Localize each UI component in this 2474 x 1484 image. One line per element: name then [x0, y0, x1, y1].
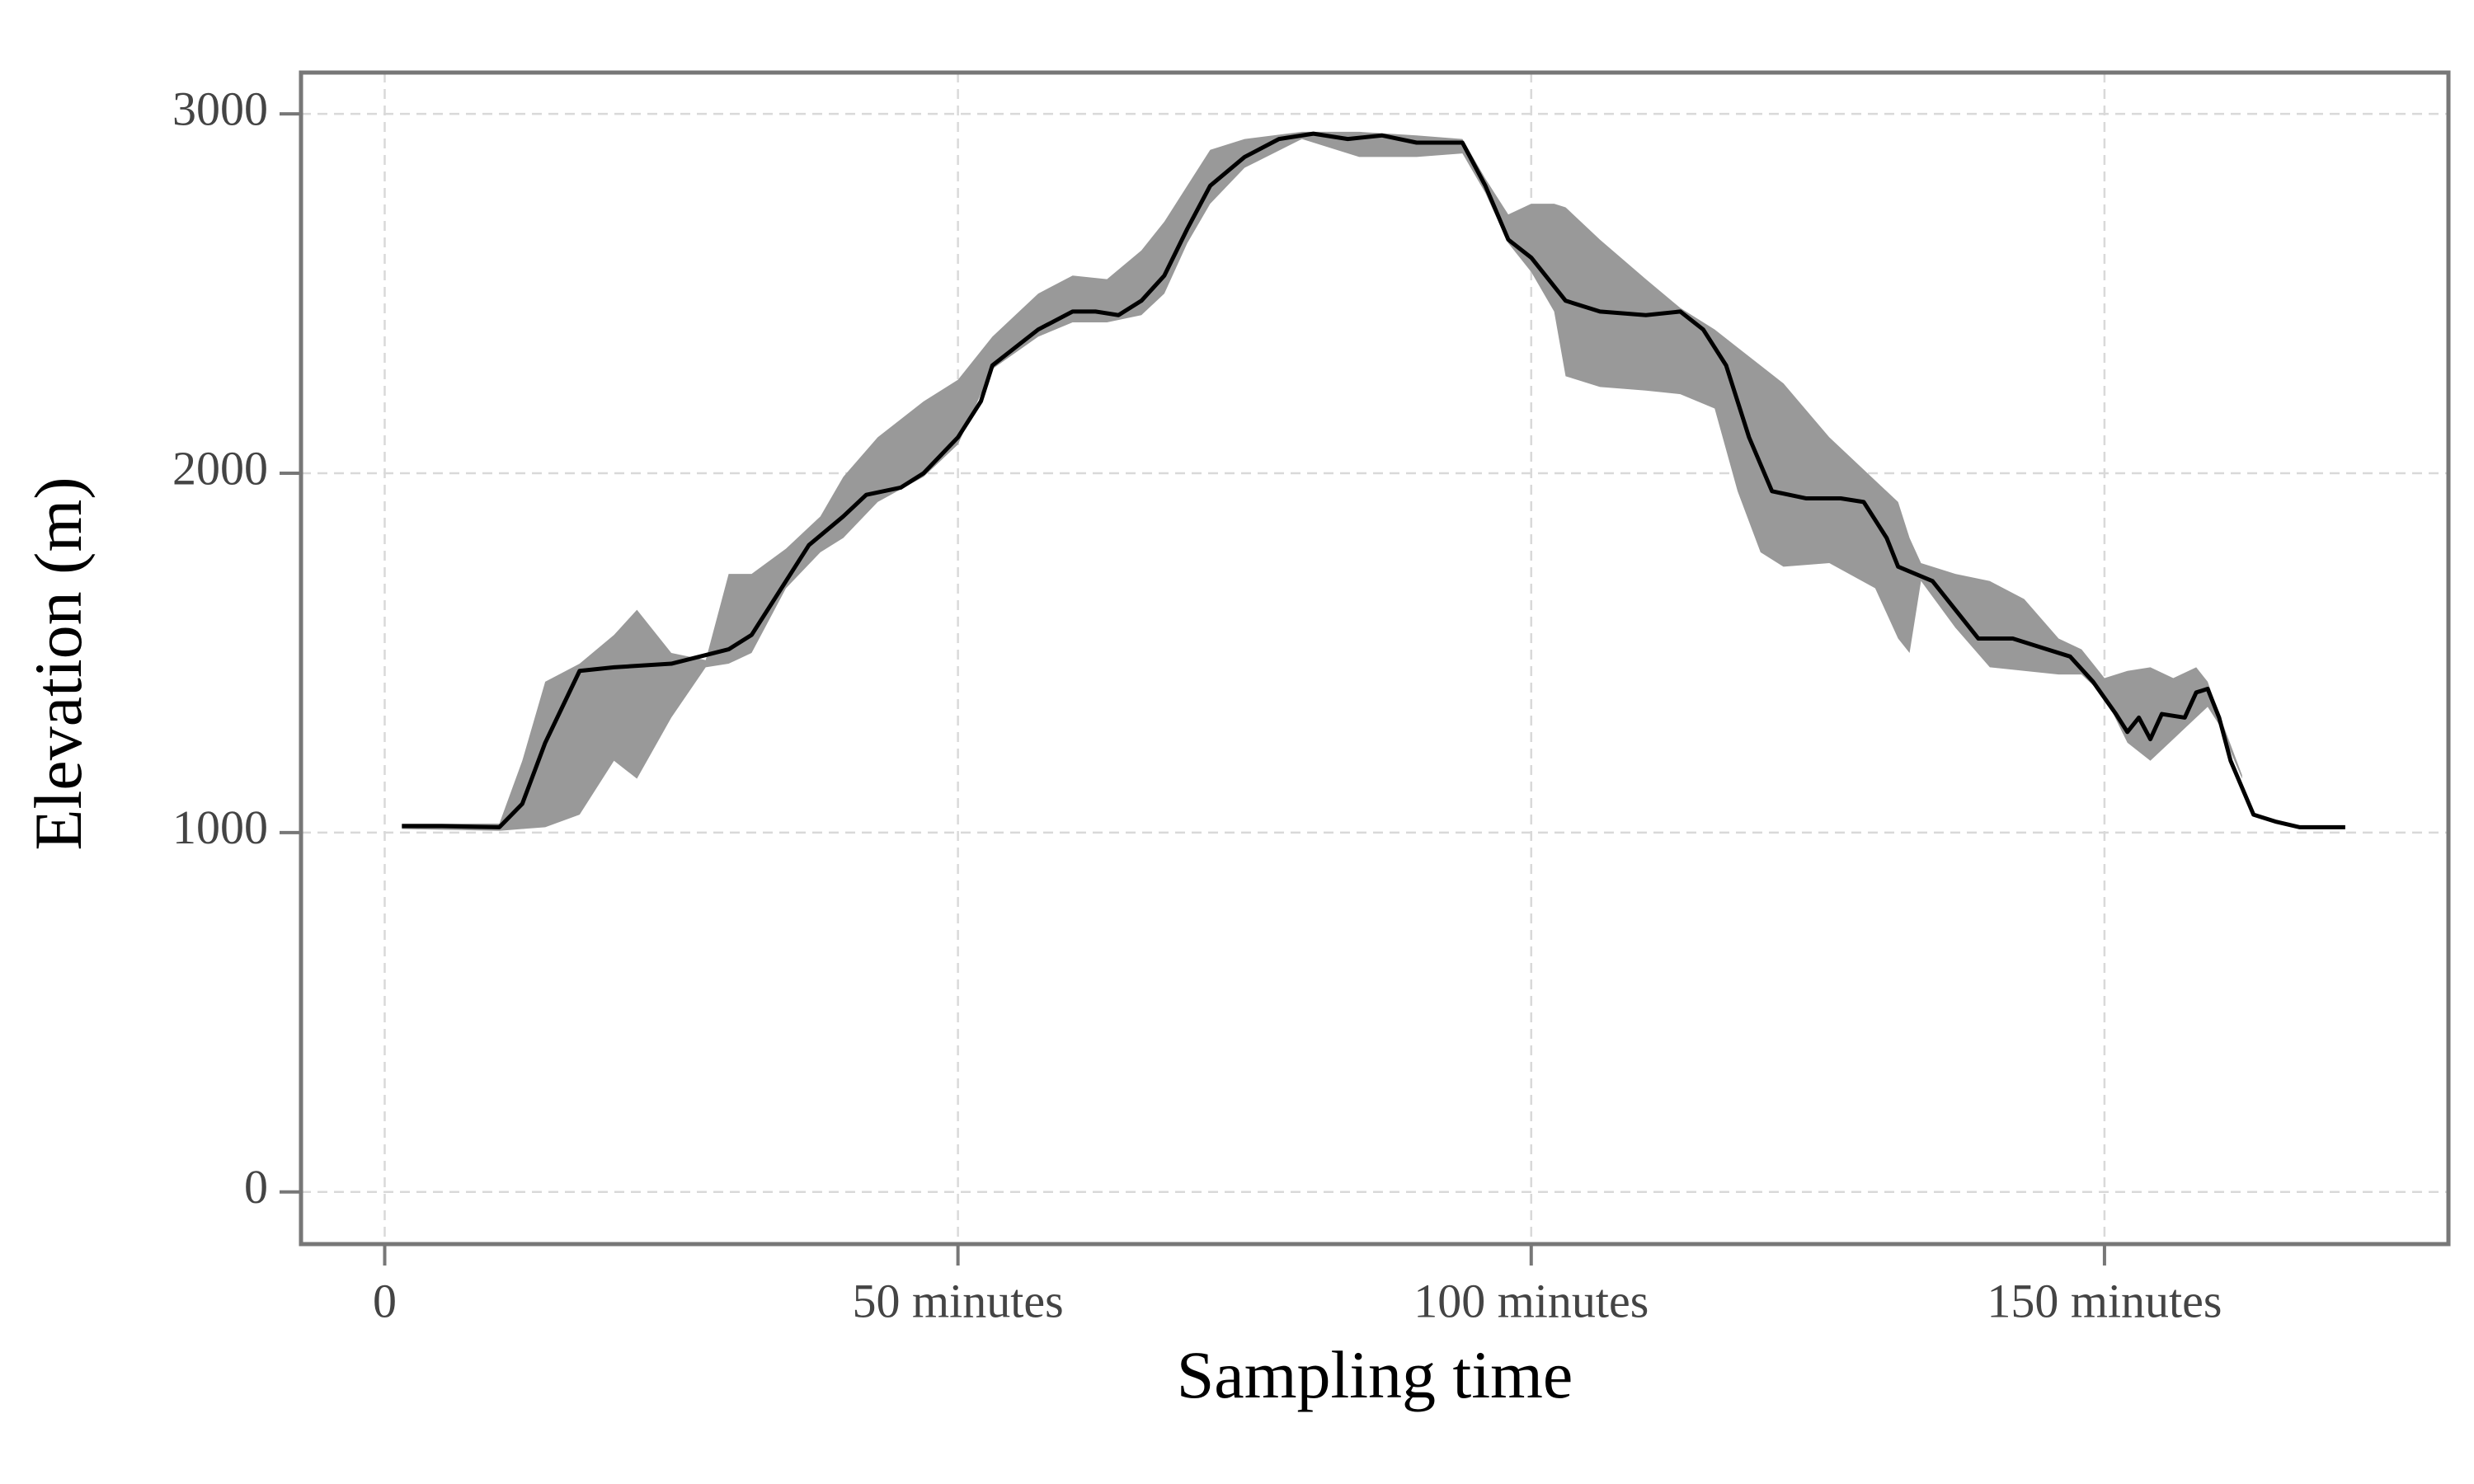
plot-area [402, 131, 2345, 831]
x-axis-title: Sampling time [1177, 1337, 1573, 1412]
grid [301, 73, 2448, 1244]
x-tick-label: 100 minutes [1413, 1274, 1649, 1327]
y-tick-label: 0 [244, 1160, 268, 1214]
y-tick-label: 3000 [172, 82, 268, 135]
band-area [402, 131, 2242, 831]
y-axis-title: Elevation (m) [21, 477, 96, 850]
x-tick-label: 0 [373, 1274, 397, 1327]
x-tick-label: 150 minutes [1987, 1274, 2222, 1327]
plot-frame [299, 70, 2451, 1247]
y-tick-label: 2000 [172, 441, 268, 495]
x-tick-label: 50 minutes [853, 1274, 1064, 1327]
data-line [402, 131, 2345, 829]
y-tick-label: 1000 [172, 801, 268, 854]
